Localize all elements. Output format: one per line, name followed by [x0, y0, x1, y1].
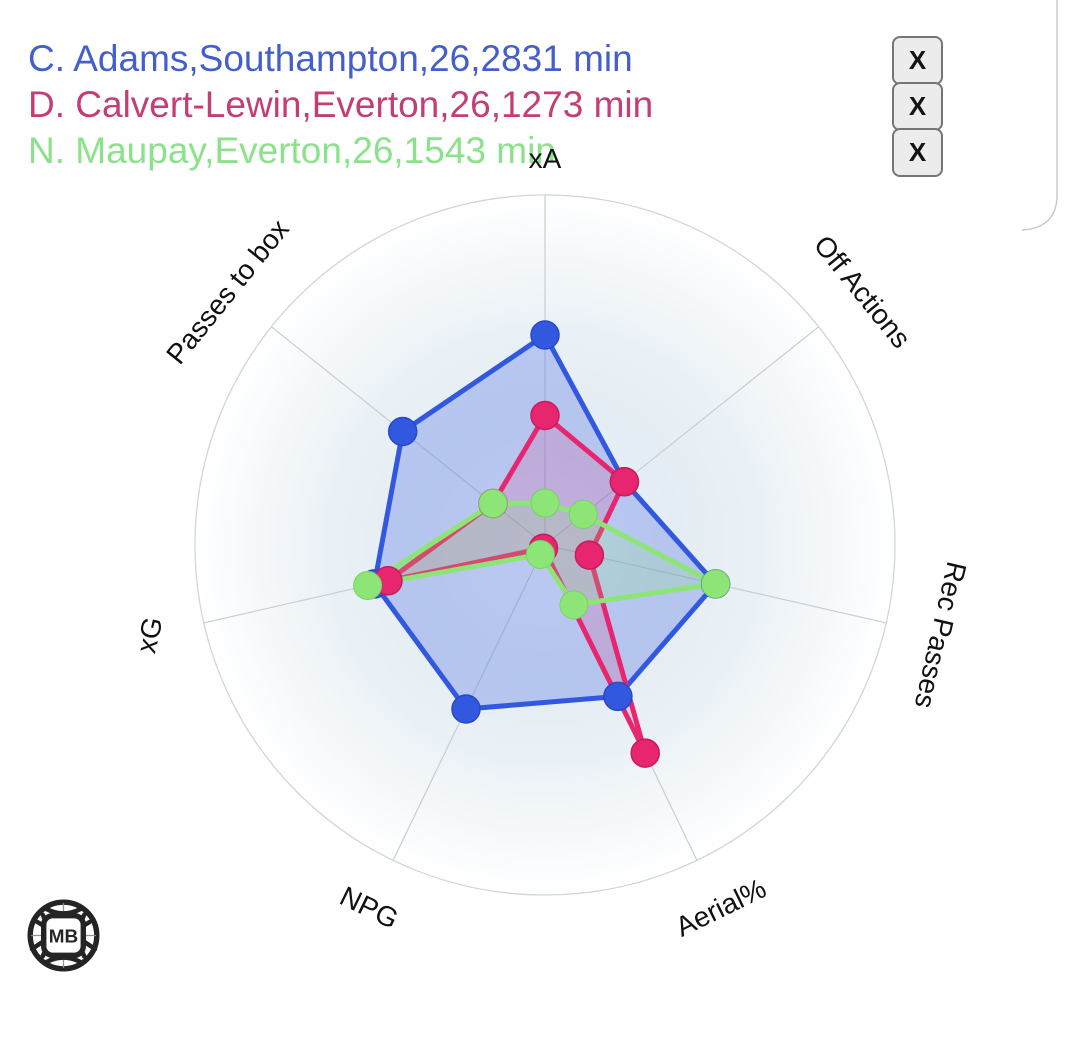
- svg-text:MB: MB: [49, 927, 78, 948]
